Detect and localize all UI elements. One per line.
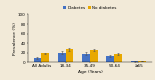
Bar (33, 58, 41, 62)
Bar (41, 53, 49, 62)
Y-axis label: Prevalence (%): Prevalence (%) (13, 22, 17, 55)
Bar (138, 61, 146, 62)
X-axis label: Age (Years): Age (Years) (78, 70, 102, 74)
Bar (82, 54, 90, 62)
Bar (58, 53, 66, 62)
Bar (131, 61, 138, 62)
Bar (106, 56, 114, 62)
Bar (90, 50, 98, 62)
Bar (114, 54, 122, 62)
Legend: Diabetes, No diabetes: Diabetes, No diabetes (63, 6, 117, 11)
Bar (66, 49, 73, 62)
